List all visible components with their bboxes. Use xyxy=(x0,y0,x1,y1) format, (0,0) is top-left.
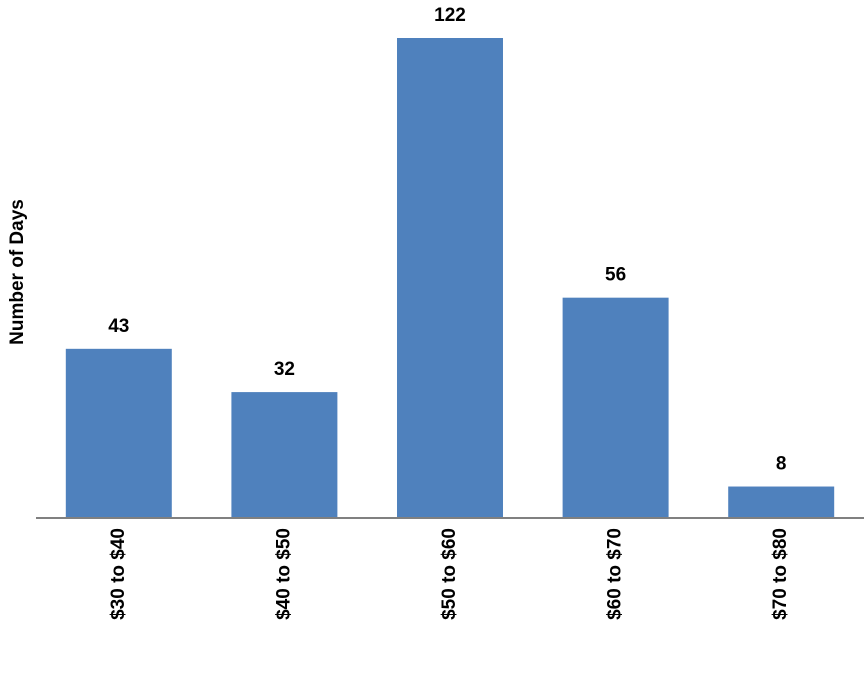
x-tick-label: $60 to $70 xyxy=(605,528,626,620)
x-tick-label: $40 to $50 xyxy=(273,528,294,620)
value-label: 56 xyxy=(605,265,626,286)
bar xyxy=(728,486,835,518)
bar xyxy=(231,392,338,518)
value-label: 43 xyxy=(108,316,129,337)
y-axis-label: Number of Days xyxy=(7,199,28,345)
value-label: 8 xyxy=(776,454,787,475)
bar xyxy=(65,348,172,518)
bar xyxy=(397,38,503,518)
x-tick-label: $50 to $60 xyxy=(439,528,460,620)
x-tick-label: $30 to $40 xyxy=(108,528,129,620)
value-label: 122 xyxy=(434,5,466,26)
x-tick-label: $70 to $80 xyxy=(770,528,791,620)
value-label: 32 xyxy=(274,359,295,380)
bar xyxy=(562,297,669,518)
